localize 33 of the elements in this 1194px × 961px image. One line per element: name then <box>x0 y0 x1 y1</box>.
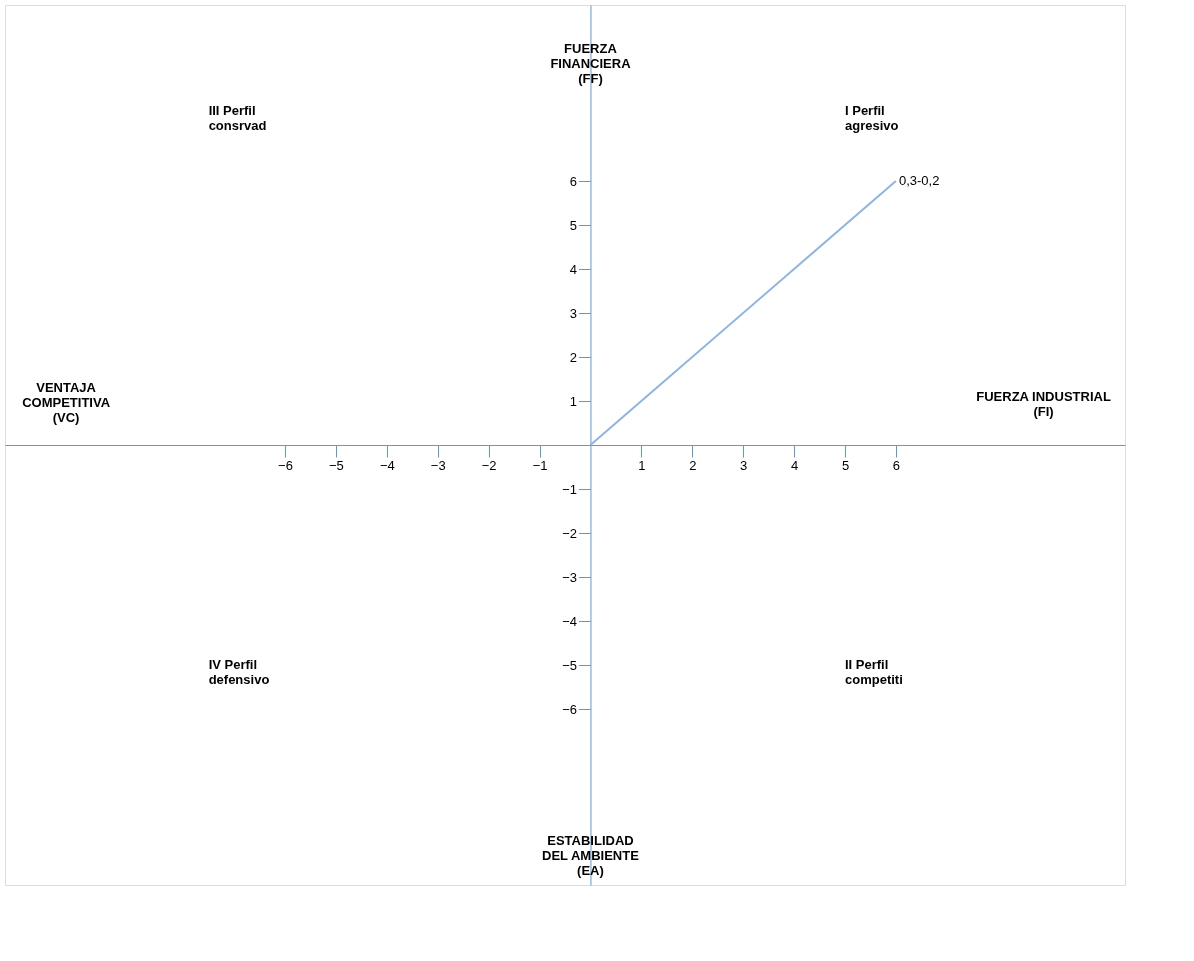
x-tick-label: 1 <box>638 457 646 473</box>
x-tick-label: 2 <box>689 457 697 473</box>
y-axis-title: FUERZA FINANCIERA (FF) <box>550 41 632 86</box>
y-tick-label: −6 <box>562 701 577 717</box>
y-tick-label: −5 <box>562 657 577 673</box>
annotation: VENTAJA COMPETITIVA (VC) <box>22 379 111 425</box>
y-tick-label: 5 <box>569 217 577 233</box>
y-tick-label: −2 <box>562 525 577 541</box>
x-tick-label: 4 <box>790 457 799 473</box>
x-tick-label: 6 <box>892 457 901 473</box>
annotation: IV Perfil defensivo <box>208 657 270 687</box>
x-tick-label: 3 <box>740 457 748 473</box>
x-tick-label: −5 <box>329 457 344 473</box>
y-tick-label: −1 <box>562 481 577 497</box>
x-tick-label: −2 <box>481 457 497 473</box>
x-tick-label: −1 <box>532 457 548 473</box>
x-tick-label: −6 <box>278 457 293 473</box>
annotation: III Perfil consrvad <box>208 102 267 133</box>
y-tick-label: 6 <box>569 173 577 189</box>
x-tick-label: −4 <box>379 457 395 473</box>
x-tick-label: 5 <box>841 457 850 473</box>
y-tick-label: 1 <box>569 393 577 409</box>
y-tick-label: −3 <box>562 569 577 585</box>
annotation: 0,3-0,2 <box>898 173 940 188</box>
y-tick-label: 3 <box>569 305 577 321</box>
y-tick-label: −4 <box>562 613 577 629</box>
x-tick-label: −3 <box>430 457 446 473</box>
annotation: II Perfil competiti <box>845 657 903 687</box>
y-tick-label: 4 <box>569 261 577 277</box>
annotation: I Perfil agresivo <box>845 102 899 133</box>
annotation: ESTABILIDAD DEL AMBIENTE (EA) <box>542 833 640 878</box>
x-axis-title: FUERZA INDUSTRIAL (FI) <box>976 388 1111 419</box>
y-tick-label: 2 <box>569 349 577 365</box>
